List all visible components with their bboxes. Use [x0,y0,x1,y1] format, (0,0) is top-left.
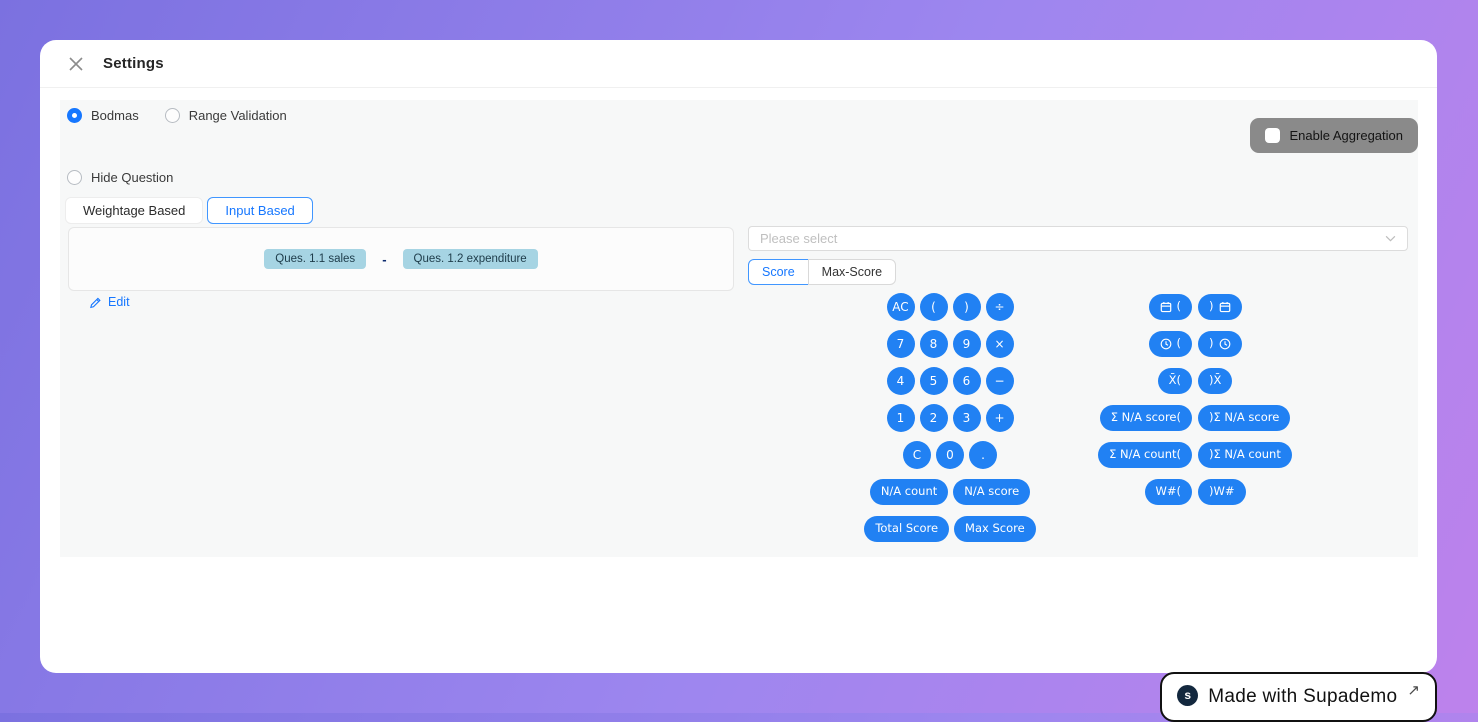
formula-chip: Ques. 1.2 expenditure [402,249,538,269]
edit-label: Edit [108,295,130,309]
enable-aggregation-button[interactable]: Enable Aggregation [1249,118,1418,153]
tab-weightage-label: Weightage Based [83,203,186,218]
key-multiply[interactable]: × [985,330,1014,358]
tab-input-based[interactable]: Input Based [207,197,313,224]
tab-max-score[interactable]: Max-Score [807,259,897,285]
question-select-dropdown[interactable]: Please select [748,226,1408,251]
radio-range-validation-label: Range Validation [188,108,287,123]
pencil-icon [89,296,102,309]
key-2[interactable]: 2 [919,404,948,432]
formula-type-tabs: Weightage Based Input Based [65,197,313,224]
key-8[interactable]: 8 [919,330,948,358]
key-mean-open[interactable]: X̄( [1157,368,1192,394]
supademo-logo-icon: s [1177,684,1199,706]
formula-operator: - [382,251,387,267]
key-mean-close[interactable]: )X̄ [1198,368,1233,394]
key-open-paren[interactable]: ( [919,293,948,321]
key-time-close[interactable]: ) [1198,331,1242,357]
key-sum-na-score-close[interactable]: )Σ N/A score [1198,405,1291,431]
key-divide[interactable]: ÷ [985,293,1014,321]
formula-display: Ques. 1.1 sales - Ques. 1.2 expenditure [68,227,734,291]
formula-chip: Ques. 1.1 sales [264,249,367,269]
key-sum-na-score-open[interactable]: Σ N/A score( [1099,405,1192,431]
key-sum-na-count-close[interactable]: )Σ N/A count [1198,442,1292,468]
key-sum-na-count-open[interactable]: Σ N/A count( [1098,442,1192,468]
key-date-close[interactable]: ) [1198,294,1242,320]
key-close-paren[interactable]: ) [952,293,981,321]
clock-icon [1160,338,1172,350]
key-max-score[interactable]: Max Score [954,516,1036,542]
settings-modal: Settings Bodmas Range Validation Enable … [40,40,1437,673]
keypad-basic: AC() ÷ 7 8 9 × 4 5 6− 1 2 3 + C 0. N/A count N/A score To… [855,293,1045,543]
chevron-down-icon [1385,235,1396,242]
key-9[interactable]: 9 [952,330,981,358]
modal-title: Settings [103,55,164,72]
key-7[interactable]: 7 [886,330,915,358]
radio-bodmas[interactable]: Bodmas [67,108,139,123]
edit-formula-button[interactable]: Edit [89,295,130,309]
select-placeholder: Please select [760,231,838,246]
key-total-score[interactable]: Total Score [864,516,950,542]
key-4[interactable]: 4 [886,367,915,395]
keypad-functions: ()() X̄()X̄ Σ N/A score()Σ N/A score Σ N/A … [1075,293,1315,506]
key-5[interactable]: 5 [919,367,948,395]
mode-radio-group: Bodmas Range Validation [67,108,287,123]
badge-text: Made with Supademo [1208,686,1398,707]
tab-input-label: Input Based [225,203,295,218]
key-time-open[interactable]: ( [1148,331,1192,357]
radio-bodmas-label: Bodmas [91,108,139,123]
key-weight-close[interactable]: )W# [1198,479,1246,505]
supademo-badge-link[interactable]: s Made with Supademo ↗ [1160,672,1437,722]
key-minus[interactable]: − [985,367,1014,395]
key-weight-open[interactable]: W#( [1144,479,1192,505]
key-1[interactable]: 1 [886,404,915,432]
aggregation-checkbox[interactable] [1264,128,1280,143]
settings-panel: Bodmas Range Validation Enable Aggregati… [60,100,1418,557]
tab-weightage-based[interactable]: Weightage Based [65,197,204,224]
calendar-icon [1160,301,1172,313]
radio-unselected-icon [164,108,180,123]
key-c[interactable]: C [903,441,931,469]
radio-hide-question-label: Hide Question [91,170,174,185]
radio-range-validation[interactable]: Range Validation [164,108,287,123]
clock-icon [1219,338,1231,350]
calendar-icon [1219,301,1231,313]
key-3[interactable]: 3 [952,404,981,432]
tab-max-score-label: Max-Score [821,265,883,279]
key-na-count[interactable]: N/A count [869,479,949,505]
radio-unselected-icon [67,170,82,185]
close-icon[interactable] [68,56,84,72]
key-6[interactable]: 6 [952,367,981,395]
key-date-open[interactable]: ( [1148,294,1192,320]
key-plus[interactable]: + [985,404,1014,432]
external-link-arrow-icon: ↗ [1407,681,1420,699]
tab-score[interactable]: Score [748,259,809,285]
radio-selected-icon [67,108,82,123]
key-0[interactable]: 0 [936,441,964,469]
tab-score-label: Score [762,265,795,279]
score-type-tabs: Score Max-Score [748,259,897,285]
modal-header: Settings [40,40,1437,88]
radio-hide-question[interactable]: Hide Question [67,170,173,185]
aggregation-label: Enable Aggregation [1289,128,1403,143]
key-na-score[interactable]: N/A score [953,479,1031,505]
key-ac[interactable]: AC [886,293,915,321]
key-dot[interactable]: . [969,441,997,469]
